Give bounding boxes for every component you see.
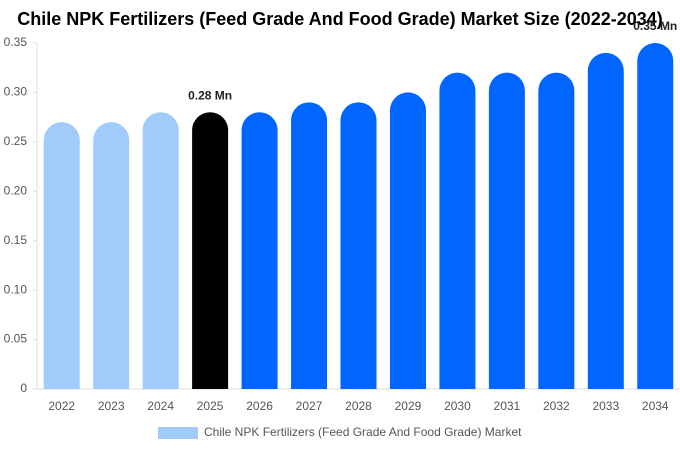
- data-label: 0.28 Mn: [188, 88, 232, 102]
- data-label: 0.35 Mn: [633, 19, 677, 33]
- bar: [241, 112, 278, 390]
- bar: [587, 52, 624, 389]
- bar: [340, 102, 377, 390]
- y-tick-label: 0.30: [4, 85, 28, 99]
- bar: [488, 72, 525, 389]
- x-tick-label: 2032: [543, 399, 570, 413]
- y-tick-label: 0.10: [4, 282, 28, 296]
- y-tick-label: 0: [20, 381, 27, 395]
- chart-title: Chile NPK Fertilizers (Feed Grade And Fo…: [17, 9, 663, 29]
- x-tick-label: 2028: [345, 399, 372, 413]
- x-tick-label: 2024: [147, 399, 174, 413]
- x-tick-label: 2022: [48, 399, 75, 413]
- x-tick-label: 2031: [494, 399, 521, 413]
- bar: [389, 92, 426, 389]
- y-tick-label: 0.25: [4, 134, 28, 148]
- bar: [538, 72, 575, 390]
- x-tick-label: 2033: [592, 399, 619, 413]
- x-tick-label: 2027: [296, 399, 323, 413]
- legend-label: Chile NPK Fertilizers (Feed Grade And Fo…: [204, 425, 522, 439]
- x-tick-label: 2034: [642, 399, 669, 413]
- bar: [93, 122, 130, 390]
- bar: [192, 112, 229, 389]
- y-tick-label: 0.05: [4, 332, 28, 346]
- bar: [291, 102, 328, 390]
- y-tick-label: 0.20: [4, 183, 28, 197]
- bar: [142, 112, 179, 389]
- x-tick-label: 2026: [246, 399, 273, 413]
- bar: [637, 43, 674, 389]
- x-tick-label: 2029: [395, 399, 422, 413]
- bar: [43, 122, 80, 390]
- bar: [439, 72, 476, 390]
- x-tick-label: 2023: [98, 399, 125, 413]
- y-tick-label: 0.35: [4, 35, 28, 49]
- legend-swatch: [158, 427, 198, 439]
- x-tick-label: 2025: [197, 399, 224, 413]
- x-tick-label: 2030: [444, 399, 471, 413]
- y-tick-label: 0.15: [4, 233, 28, 247]
